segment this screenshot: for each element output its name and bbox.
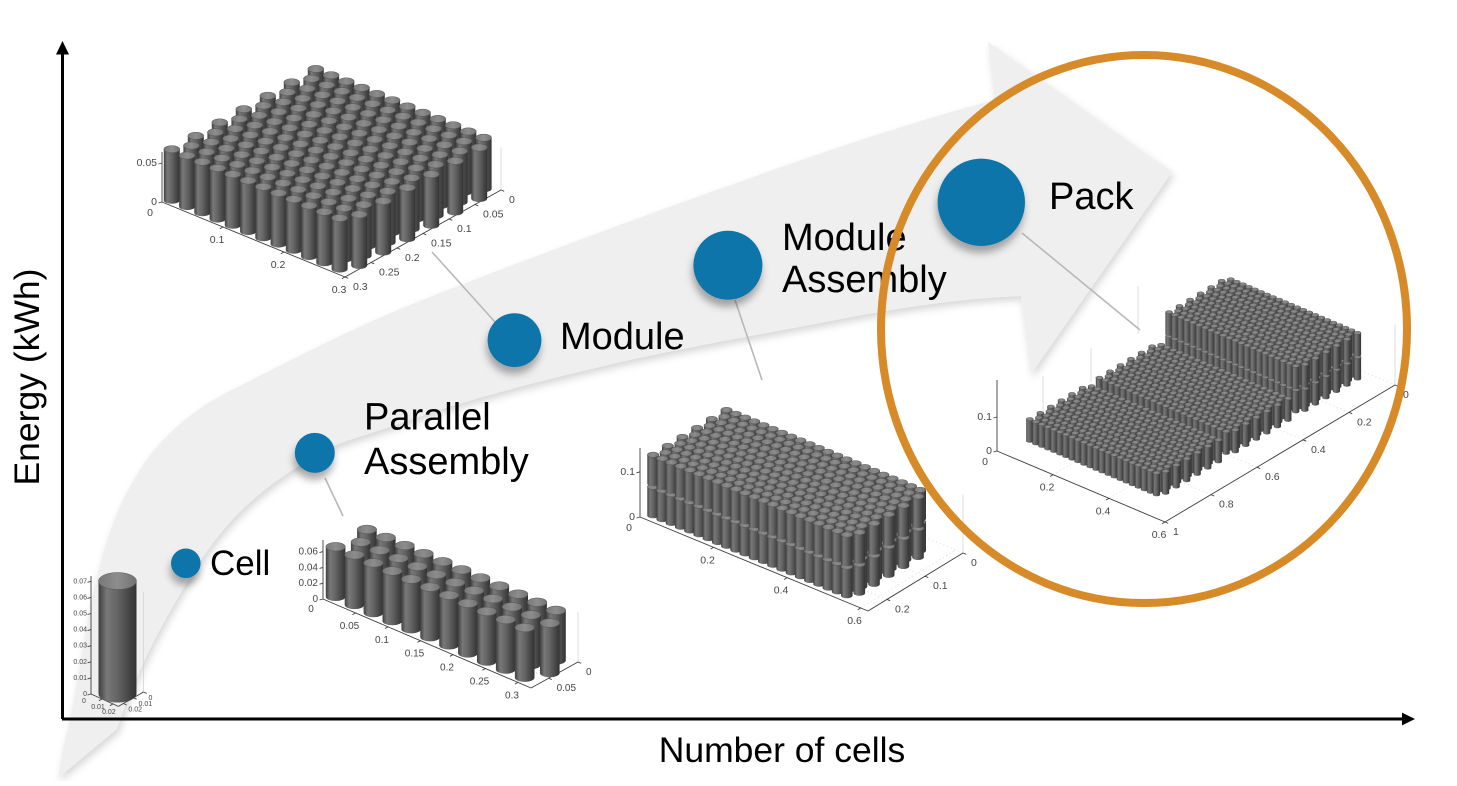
svg-text:0.15: 0.15 xyxy=(405,649,425,660)
svg-text:0: 0 xyxy=(509,194,515,206)
svg-text:0: 0 xyxy=(1403,389,1409,401)
svg-text:0.6: 0.6 xyxy=(1152,529,1167,541)
svg-text:Cell: Cell xyxy=(210,544,270,583)
svg-text:Assembly: Assembly xyxy=(364,441,529,483)
svg-text:0.05: 0.05 xyxy=(73,611,87,618)
svg-text:0.2: 0.2 xyxy=(700,554,715,566)
svg-text:0.2: 0.2 xyxy=(1357,416,1372,428)
svg-text:0.3: 0.3 xyxy=(505,690,519,701)
svg-text:0.06: 0.06 xyxy=(73,594,87,601)
svg-text:0.25: 0.25 xyxy=(379,267,400,279)
svg-text:0.1: 0.1 xyxy=(620,466,635,478)
svg-text:0: 0 xyxy=(151,196,157,208)
svg-text:0.4: 0.4 xyxy=(1311,444,1326,456)
svg-text:0.05: 0.05 xyxy=(137,157,158,169)
svg-text:Module: Module xyxy=(782,217,907,259)
svg-text:0: 0 xyxy=(629,511,635,523)
svg-text:0: 0 xyxy=(626,522,632,534)
svg-text:0.8: 0.8 xyxy=(1219,499,1234,511)
svg-text:0.06: 0.06 xyxy=(299,547,319,558)
svg-text:0.2: 0.2 xyxy=(1040,482,1055,494)
svg-text:0: 0 xyxy=(308,604,314,615)
svg-text:0.02: 0.02 xyxy=(73,659,87,666)
svg-text:0.2: 0.2 xyxy=(405,252,420,264)
svg-text:0.15: 0.15 xyxy=(431,238,452,250)
svg-text:0: 0 xyxy=(82,698,86,705)
svg-text:0: 0 xyxy=(971,557,977,569)
svg-text:Number of cells: Number of cells xyxy=(659,730,906,770)
svg-text:0.05: 0.05 xyxy=(483,209,504,221)
svg-text:0.04: 0.04 xyxy=(73,627,87,634)
svg-text:0.2: 0.2 xyxy=(271,259,286,271)
svg-text:0.1: 0.1 xyxy=(933,580,948,592)
svg-text:0.02: 0.02 xyxy=(299,578,319,589)
svg-text:0.07: 0.07 xyxy=(73,578,87,585)
svg-text:1: 1 xyxy=(1173,526,1179,538)
svg-text:0.3: 0.3 xyxy=(353,281,368,293)
svg-text:0.1: 0.1 xyxy=(210,234,225,246)
svg-text:0.2: 0.2 xyxy=(895,603,910,615)
svg-text:0.6: 0.6 xyxy=(1265,471,1280,483)
svg-text:0.02: 0.02 xyxy=(128,707,142,714)
svg-text:0.2: 0.2 xyxy=(440,663,454,674)
svg-text:0.05: 0.05 xyxy=(557,683,577,694)
svg-text:0: 0 xyxy=(149,695,153,702)
svg-text:0.1: 0.1 xyxy=(977,411,992,423)
svg-text:Module: Module xyxy=(560,316,685,358)
svg-text:0.4: 0.4 xyxy=(774,585,789,597)
svg-text:Energy (kWh): Energy (kWh) xyxy=(7,269,47,486)
svg-text:0.3: 0.3 xyxy=(332,284,347,296)
svg-text:Assembly: Assembly xyxy=(782,259,947,301)
svg-text:0.4: 0.4 xyxy=(1096,505,1111,517)
svg-text:0: 0 xyxy=(586,667,592,678)
svg-text:0: 0 xyxy=(147,207,153,219)
svg-text:0.1: 0.1 xyxy=(457,223,472,235)
svg-text:0.04: 0.04 xyxy=(299,562,319,573)
svg-text:0.03: 0.03 xyxy=(73,643,87,650)
svg-text:Pack: Pack xyxy=(1049,176,1134,218)
svg-text:0.01: 0.01 xyxy=(73,675,87,682)
svg-text:0.01: 0.01 xyxy=(139,701,153,708)
svg-text:0.25: 0.25 xyxy=(470,677,490,688)
svg-text:0.01: 0.01 xyxy=(91,704,105,711)
svg-text:0: 0 xyxy=(982,456,988,468)
svg-text:0: 0 xyxy=(83,691,87,698)
svg-text:0.6: 0.6 xyxy=(847,615,862,627)
svg-text:0.02: 0.02 xyxy=(102,709,116,716)
svg-text:0: 0 xyxy=(986,445,992,457)
svg-text:0.05: 0.05 xyxy=(340,621,360,632)
svg-text:Parallel: Parallel xyxy=(364,397,491,439)
svg-text:0.1: 0.1 xyxy=(375,635,389,646)
svg-text:0: 0 xyxy=(312,594,318,605)
